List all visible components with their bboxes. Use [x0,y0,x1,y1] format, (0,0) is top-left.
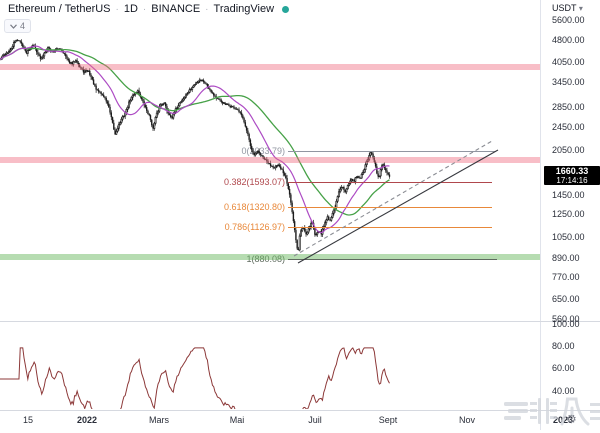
price-tick-label: 1050.00 [552,231,585,242]
time-tick-label: Mai [229,415,245,425]
header-separator: · [142,4,147,15]
time-tick-label: 2022 [76,415,98,425]
exchange-label[interactable]: BINANCE [151,3,201,15]
price-tick-label: 1250.00 [552,209,585,220]
price-tick-label: 1450.00 [552,189,585,200]
header-separator: · [205,4,209,15]
symbol-name[interactable]: Ethereum / TetherUS [8,3,111,15]
rsi-tick-label: 80.00 [552,341,575,352]
rsi-tick-label: 40.00 [552,385,575,396]
time-tick-label: Sept [378,415,398,425]
rsi-tick-label: 60.00 [552,363,575,374]
price-tick-label: 770.00 [552,272,580,283]
dashed-trendline[interactable] [293,140,493,257]
market-status-dot-icon [282,6,290,13]
watermark-logo [504,397,600,426]
price-tick-label: 2050.00 [552,144,585,155]
header-separator: · [115,4,119,15]
time-axis-separator [0,410,600,411]
price-tick-label: 3450.00 [552,77,585,88]
indicator-count: 4 [20,21,26,31]
rsi-tick-label: 100.00 [552,319,580,329]
time-tick-label: Juil [308,415,322,425]
price-axis-currency[interactable]: USDT ▾ [552,3,583,13]
solid-trendline[interactable] [297,149,499,264]
price-tick-label: 5600.00 [552,14,585,25]
chevron-down-icon: ▾ [578,4,583,13]
gear-icon[interactable]: ⚙ [566,412,577,426]
time-tick-label: Nov [458,415,476,425]
price-tick-label: 4800.00 [552,34,585,45]
symbol-header[interactable]: Ethereum / TetherUS · 1D · BINANCE · Tra… [8,3,290,16]
axis-vertical-separator [540,0,541,430]
time-tick-label: 15 [22,415,34,425]
price-tick-label: 650.00 [552,294,580,305]
pane-separator[interactable] [0,321,600,322]
bar-countdown: 17:14:16 [556,176,588,185]
last-price-value: 1660.33 [555,166,589,176]
platform-label[interactable]: TradingView [213,3,275,15]
price-tick-label: 560.00 [552,313,580,324]
interval-label[interactable]: 1D [123,3,138,15]
indicators-toggle[interactable]: 4 [4,19,32,33]
time-tick-label: Mars [149,415,169,425]
price-tick-label: 890.00 [552,253,580,264]
currency-label: USDT [552,3,577,13]
price-tick-label: 2450.00 [552,121,585,132]
price-tick-label: 4050.00 [552,56,585,67]
chevron-down-icon [10,23,17,29]
last-price-label: 1660.33 17:14:16 [544,166,600,185]
price-tick-label: 2850.00 [552,102,585,113]
